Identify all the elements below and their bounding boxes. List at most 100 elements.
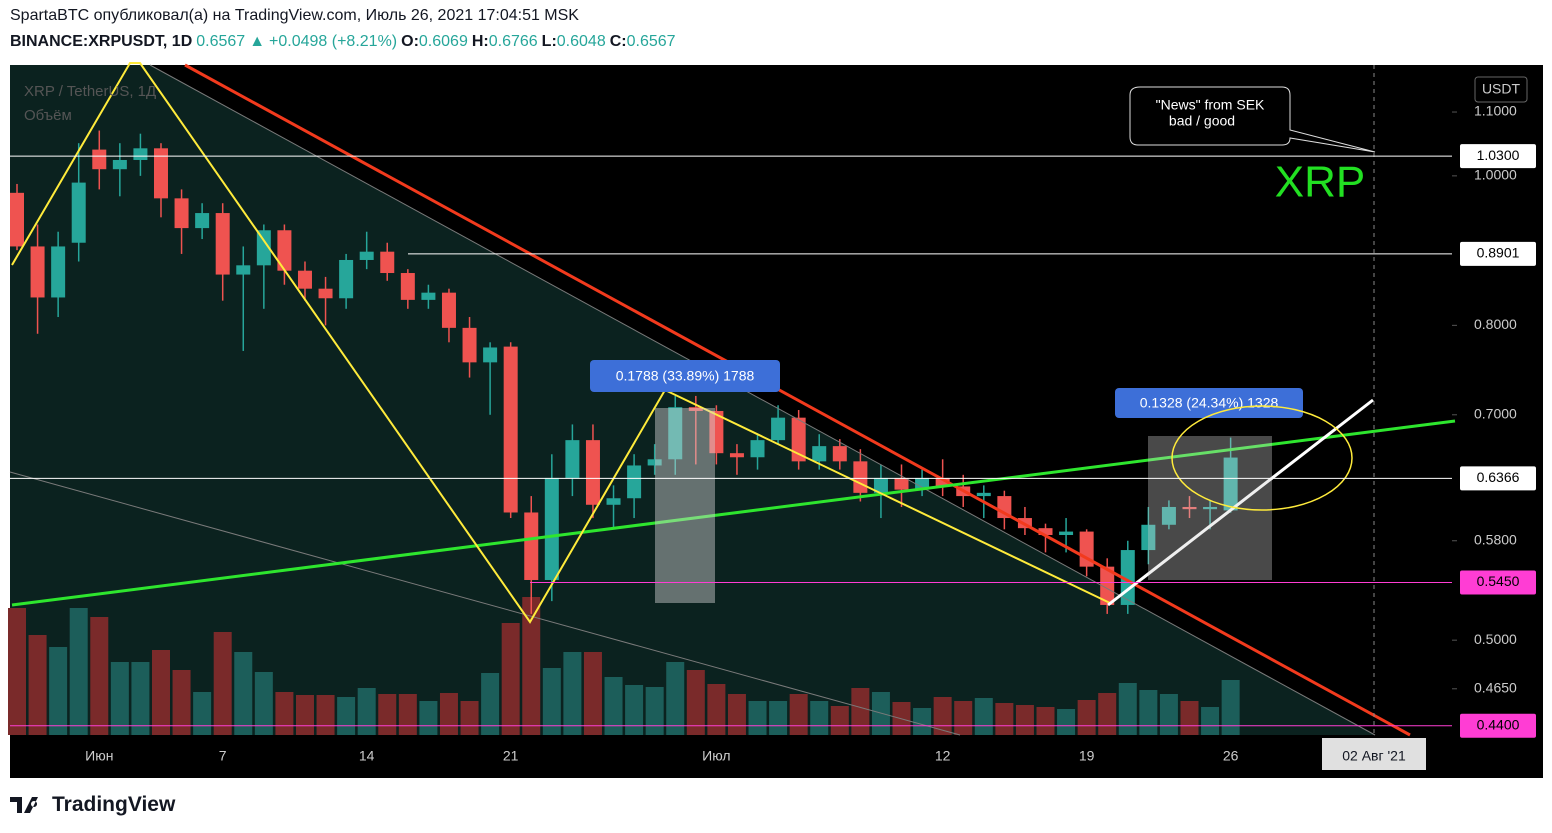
- x-tick-label: Июл: [702, 748, 730, 764]
- candle-body: [503, 346, 518, 513]
- price-label: 0.8901: [1477, 245, 1520, 261]
- candle-body: [771, 417, 786, 441]
- legend-volume: Объём: [24, 107, 72, 124]
- volume-bar: [830, 706, 849, 735]
- volume-bar: [1077, 700, 1096, 735]
- candle-body: [421, 292, 436, 300]
- candle-body: [195, 213, 210, 229]
- price-label-box: [1460, 144, 1536, 169]
- y-tick-label: 0.4650: [1474, 679, 1517, 695]
- volume-bar: [933, 697, 952, 735]
- x-tick-label: 14: [359, 748, 375, 764]
- volume-bar: [913, 708, 932, 735]
- x-tick-label: 7: [219, 748, 227, 764]
- volume-bar: [727, 694, 746, 735]
- candle-body: [873, 477, 888, 493]
- volume-bar: [1118, 683, 1137, 735]
- channel-lower: [9, 471, 961, 736]
- volume-bar: [357, 688, 376, 735]
- o-value: 0.6069: [418, 33, 468, 50]
- volume-bar: [439, 693, 458, 735]
- volume-bar: [501, 623, 520, 735]
- candle-body: [976, 492, 991, 497]
- candle-body: [10, 192, 24, 247]
- candle-body: [400, 273, 415, 300]
- candle-body: [483, 347, 498, 363]
- volume-bar: [954, 701, 973, 735]
- volume-bar: [481, 673, 500, 735]
- logo: [10, 797, 38, 813]
- arrow: ▲: [249, 33, 266, 50]
- callout-text: bad / good: [1169, 113, 1235, 129]
- volume-bar: [295, 695, 314, 735]
- x-tick-label: 19: [1079, 748, 1095, 764]
- brand: TradingView: [52, 793, 176, 816]
- crosshair-label: 02 Авг '21: [1342, 748, 1406, 764]
- x-tick-label: Июн: [85, 748, 113, 764]
- price-label: 0.5450: [1477, 573, 1520, 589]
- candle-body: [524, 512, 539, 580]
- volume-bar: [275, 692, 294, 735]
- candle-body: [647, 459, 662, 466]
- volume-bar: [234, 652, 253, 735]
- volume-bar: [1057, 709, 1076, 735]
- candle-body: [812, 446, 827, 462]
- volume-bar: [625, 685, 644, 735]
- candle-body: [606, 498, 621, 505]
- measure-label: 0.1328 (24.34%) 1328: [1140, 395, 1279, 411]
- candle-body: [71, 182, 86, 243]
- candle-body: [565, 440, 580, 478]
- currency-box: [1474, 76, 1528, 103]
- l-value: 0.6048: [556, 33, 606, 50]
- measure-label-box: [1115, 388, 1303, 418]
- symbol: BINANCE:XRPUSDT, 1D: [10, 33, 193, 50]
- l-label: L:: [541, 33, 557, 50]
- volume-bar: [563, 652, 582, 735]
- volume-bar: [49, 647, 68, 735]
- volume-bar: [8, 608, 26, 735]
- callout-text: "News" from SEK: [1156, 97, 1265, 113]
- volume-bar: [1201, 707, 1220, 735]
- change: +0.0498 (+8.21%): [269, 33, 398, 50]
- volume-bar: [398, 694, 417, 735]
- candle-body: [1059, 531, 1074, 536]
- price-label-box: [1460, 241, 1536, 266]
- candle-body: [627, 465, 642, 499]
- price-label-box: [1460, 713, 1536, 738]
- candle-body: [935, 477, 950, 487]
- candle-body: [729, 453, 744, 458]
- volume-bar: [748, 701, 767, 735]
- volume-bar: [460, 701, 479, 735]
- price-label: 0.6366: [1477, 469, 1520, 485]
- candle-body: [153, 148, 168, 199]
- callout: [1129, 86, 1376, 153]
- volume-bar: [151, 650, 170, 735]
- volume-bar: [90, 617, 109, 735]
- highlight-ellipse: [1171, 405, 1353, 511]
- volume-bar: [131, 662, 150, 735]
- volume-bar: [769, 701, 788, 735]
- x-tick-label: 21: [503, 748, 519, 764]
- volume-bar: [686, 670, 705, 735]
- volume-bar: [213, 632, 232, 735]
- volume-bar: [1139, 690, 1158, 735]
- measure-box: [655, 408, 715, 603]
- price-label: 1.0300: [1477, 147, 1520, 163]
- crosshair-label-box: [1322, 738, 1426, 770]
- c-value: 0.6567: [626, 33, 676, 50]
- volume-bar: [172, 670, 191, 735]
- footer: TradingView: [10, 793, 175, 817]
- candle-body: [256, 230, 271, 266]
- volume-bar: [316, 695, 335, 735]
- y-tick-label: 0.5000: [1474, 631, 1517, 647]
- measure-label-box: [590, 360, 780, 392]
- volume-bar: [1221, 680, 1240, 735]
- price-label-box: [1460, 466, 1536, 491]
- volume-bar: [789, 694, 808, 735]
- volume-bar: [522, 597, 541, 735]
- y-tick-label: 1.0000: [1474, 167, 1517, 183]
- candle-body: [112, 159, 127, 170]
- volume-bar: [645, 687, 664, 735]
- candle-body: [236, 265, 251, 275]
